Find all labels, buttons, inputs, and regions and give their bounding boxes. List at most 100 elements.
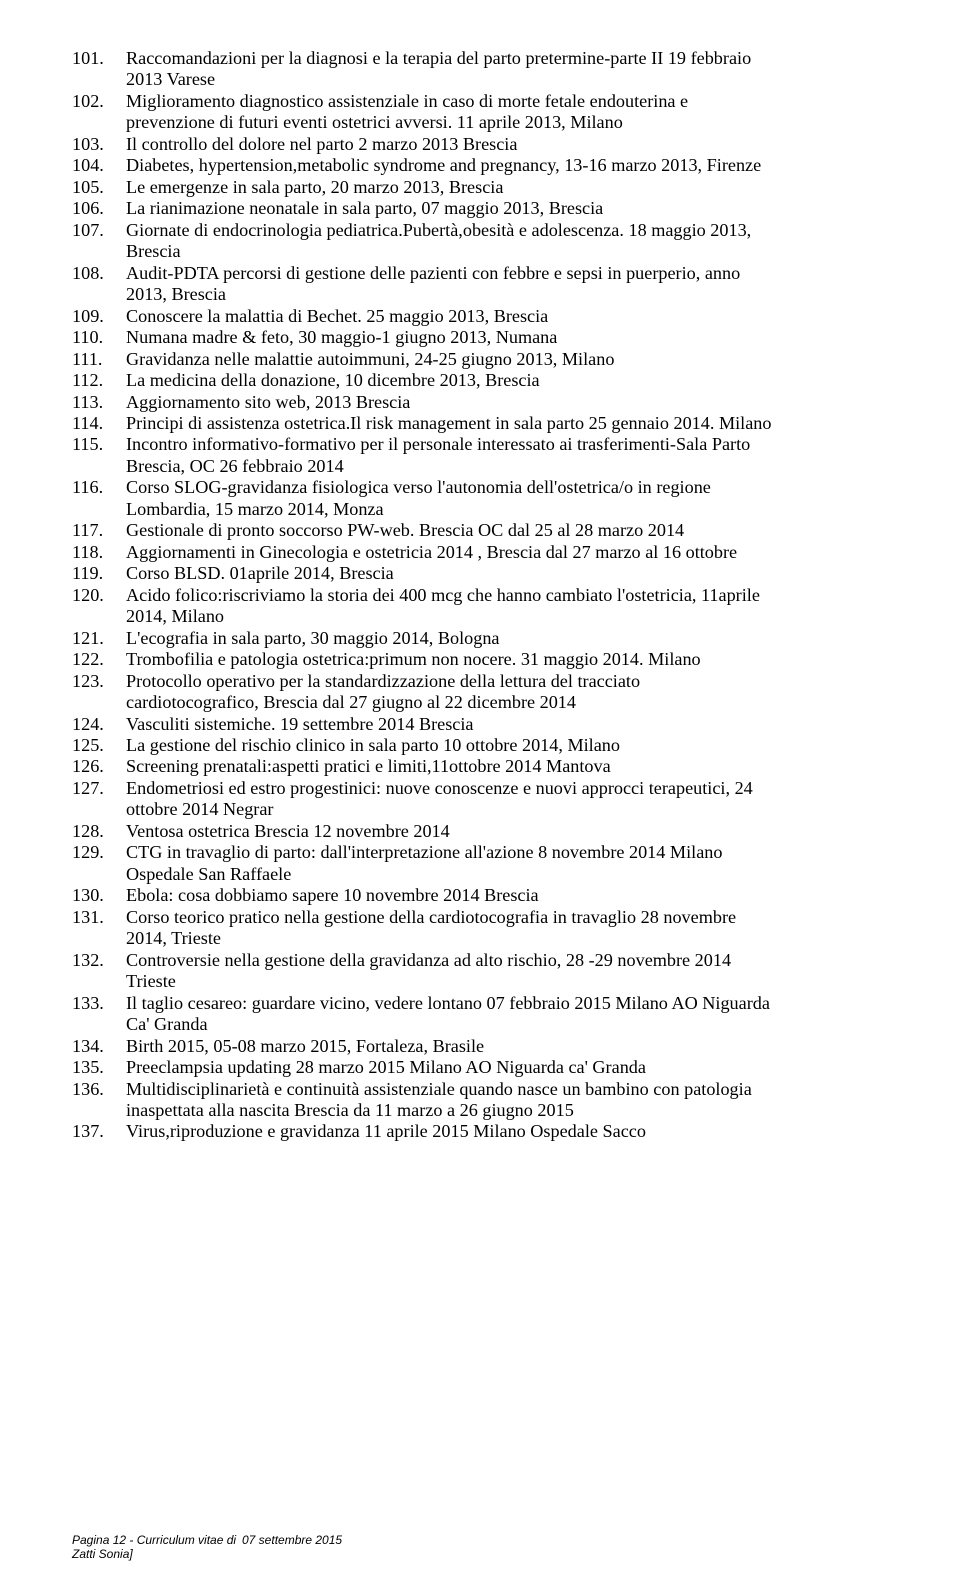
item-number: 114. <box>72 413 126 434</box>
item-text: Acido folico:riscriviamo la storia dei 4… <box>126 585 888 606</box>
list-item: 128.Ventosa ostetrica Brescia 12 novembr… <box>72 821 888 842</box>
item-text: Le emergenze in sala parto, 20 marzo 201… <box>126 177 888 198</box>
item-continuation: ottobre 2014 Negrar <box>72 799 888 820</box>
item-number: 120. <box>72 585 126 606</box>
item-text: Miglioramento diagnostico assistenziale … <box>126 91 888 112</box>
item-text: Il controllo del dolore nel parto 2 marz… <box>126 134 888 155</box>
page-footer: Pagina 12 - Curriculum vitae di 07 sette… <box>72 1533 342 1561</box>
item-text: Diabetes, hypertension,metabolic syndrom… <box>126 155 888 176</box>
item-continuation: 2013 Varese <box>72 69 888 90</box>
footer-left-1: Pagina 12 - Curriculum vitae di <box>72 1533 242 1547</box>
item-number: 109. <box>72 306 126 327</box>
item-number: 111. <box>72 349 126 370</box>
item-text: Virus,riproduzione e gravidanza 11 april… <box>126 1121 888 1142</box>
item-text: La gestione del rischio clinico in sala … <box>126 735 888 756</box>
item-text: L'ecografia in sala parto, 30 maggio 201… <box>126 628 888 649</box>
list-item: 129.CTG in travaglio di parto: dall'inte… <box>72 842 888 863</box>
item-text: Raccomandazioni per la diagnosi e la ter… <box>126 48 888 69</box>
item-number: 122. <box>72 649 126 670</box>
item-text: Birth 2015, 05-08 marzo 2015, Fortaleza,… <box>126 1036 888 1057</box>
list-item: 135.Preeclampsia updating 28 marzo 2015 … <box>72 1057 888 1078</box>
item-text: La medicina della donazione, 10 dicembre… <box>126 370 888 391</box>
list-item: 103.Il controllo del dolore nel parto 2 … <box>72 134 888 155</box>
item-text: Incontro informativo-formativo per il pe… <box>126 434 888 455</box>
item-number: 113. <box>72 392 126 413</box>
item-text: Controversie nella gestione della gravid… <box>126 950 888 971</box>
list-item: 109.Conoscere la malattia di Bechet. 25 … <box>72 306 888 327</box>
item-number: 128. <box>72 821 126 842</box>
item-number: 103. <box>72 134 126 155</box>
list-item: 113.Aggiornamento sito web, 2013 Brescia <box>72 392 888 413</box>
item-text: Conoscere la malattia di Bechet. 25 magg… <box>126 306 888 327</box>
list-item: 106.La rianimazione neonatale in sala pa… <box>72 198 888 219</box>
item-number: 108. <box>72 263 126 284</box>
item-text: Endometriosi ed estro progestinici: nuov… <box>126 778 888 799</box>
list-item: 125.La gestione del rischio clinico in s… <box>72 735 888 756</box>
list-item: 119.Corso BLSD. 01aprile 2014, Brescia <box>72 563 888 584</box>
item-number: 123. <box>72 671 126 692</box>
item-continuation: Ca' Granda <box>72 1014 888 1035</box>
item-text: Aggiornamento sito web, 2013 Brescia <box>126 392 888 413</box>
item-number: 121. <box>72 628 126 649</box>
item-number: 133. <box>72 993 126 1014</box>
item-number: 112. <box>72 370 126 391</box>
item-number: 107. <box>72 220 126 241</box>
item-text: Gravidanza nelle malattie autoimmuni, 24… <box>126 349 888 370</box>
item-number: 119. <box>72 563 126 584</box>
item-continuation: Trieste <box>72 971 888 992</box>
document-page: 101.Raccomandazioni per la diagnosi e la… <box>0 0 960 1589</box>
list-item: 134.Birth 2015, 05-08 marzo 2015, Fortal… <box>72 1036 888 1057</box>
footer-right-1: 07 settembre 2015 <box>242 1533 342 1547</box>
list-item: 127.Endometriosi ed estro progestinici: … <box>72 778 888 799</box>
list-item: 130.Ebola: cosa dobbiamo sapere 10 novem… <box>72 885 888 906</box>
item-number: 110. <box>72 327 126 348</box>
list-item: 112.La medicina della donazione, 10 dice… <box>72 370 888 391</box>
list-item: 123.Protocollo operativo per la standard… <box>72 671 888 692</box>
item-text: Ebola: cosa dobbiamo sapere 10 novembre … <box>126 885 888 906</box>
item-text: Screening prenatali:aspetti pratici e li… <box>126 756 888 777</box>
list-item: 124.Vasculiti sistemiche. 19 settembre 2… <box>72 714 888 735</box>
item-number: 106. <box>72 198 126 219</box>
list-item: 107.Giornate di endocrinologia pediatric… <box>72 220 888 241</box>
item-text: La rianimazione neonatale in sala parto,… <box>126 198 888 219</box>
item-number: 131. <box>72 907 126 928</box>
item-continuation: Lombardia, 15 marzo 2014, Monza <box>72 499 888 520</box>
list-item: 117.Gestionale di pronto soccorso PW-web… <box>72 520 888 541</box>
list-item: 131.Corso teorico pratico nella gestione… <box>72 907 888 928</box>
list-item: 126.Screening prenatali:aspetti pratici … <box>72 756 888 777</box>
list-item: 120.Acido folico:riscriviamo la storia d… <box>72 585 888 606</box>
item-text: Corso teorico pratico nella gestione del… <box>126 907 888 928</box>
list-item: 111.Gravidanza nelle malattie autoimmuni… <box>72 349 888 370</box>
item-number: 134. <box>72 1036 126 1057</box>
list-item: 137.Virus,riproduzione e gravidanza 11 a… <box>72 1121 888 1142</box>
item-text: Gestionale di pronto soccorso PW-web. Br… <box>126 520 888 541</box>
item-continuation: Brescia, OC 26 febbraio 2014 <box>72 456 888 477</box>
item-text: Corso BLSD. 01aprile 2014, Brescia <box>126 563 888 584</box>
item-continuation: Brescia <box>72 241 888 262</box>
item-number: 118. <box>72 542 126 563</box>
item-number: 104. <box>72 155 126 176</box>
item-continuation: 2014, Milano <box>72 606 888 627</box>
numbered-list: 101.Raccomandazioni per la diagnosi e la… <box>72 48 888 1143</box>
item-text: Protocollo operativo per la standardizza… <box>126 671 888 692</box>
list-item: 116.Corso SLOG-gravidanza fisiologica ve… <box>72 477 888 498</box>
item-number: 125. <box>72 735 126 756</box>
footer-left-2: Zatti Sonia] <box>72 1547 242 1561</box>
list-item: 115.Incontro informativo-formativo per i… <box>72 434 888 455</box>
item-number: 129. <box>72 842 126 863</box>
item-number: 136. <box>72 1079 126 1100</box>
item-text: Vasculiti sistemiche. 19 settembre 2014 … <box>126 714 888 735</box>
item-text: Aggiornamenti in Ginecologia e ostetrici… <box>126 542 888 563</box>
list-item: 104.Diabetes, hypertension,metabolic syn… <box>72 155 888 176</box>
item-number: 135. <box>72 1057 126 1078</box>
item-number: 116. <box>72 477 126 498</box>
item-number: 115. <box>72 434 126 455</box>
item-continuation: prevenzione di futuri eventi ostetrici a… <box>72 112 888 133</box>
item-text: Audit-PDTA percorsi di gestione delle pa… <box>126 263 888 284</box>
item-continuation: inaspettata alla nascita Brescia da 11 m… <box>72 1100 888 1121</box>
list-item: 118.Aggiornamenti in Ginecologia e ostet… <box>72 542 888 563</box>
list-item: 136.Multidisciplinarietà e continuità as… <box>72 1079 888 1100</box>
item-number: 132. <box>72 950 126 971</box>
item-text: Ventosa ostetrica Brescia 12 novembre 20… <box>126 821 888 842</box>
list-item: 122.Trombofilia e patologia ostetrica:pr… <box>72 649 888 670</box>
